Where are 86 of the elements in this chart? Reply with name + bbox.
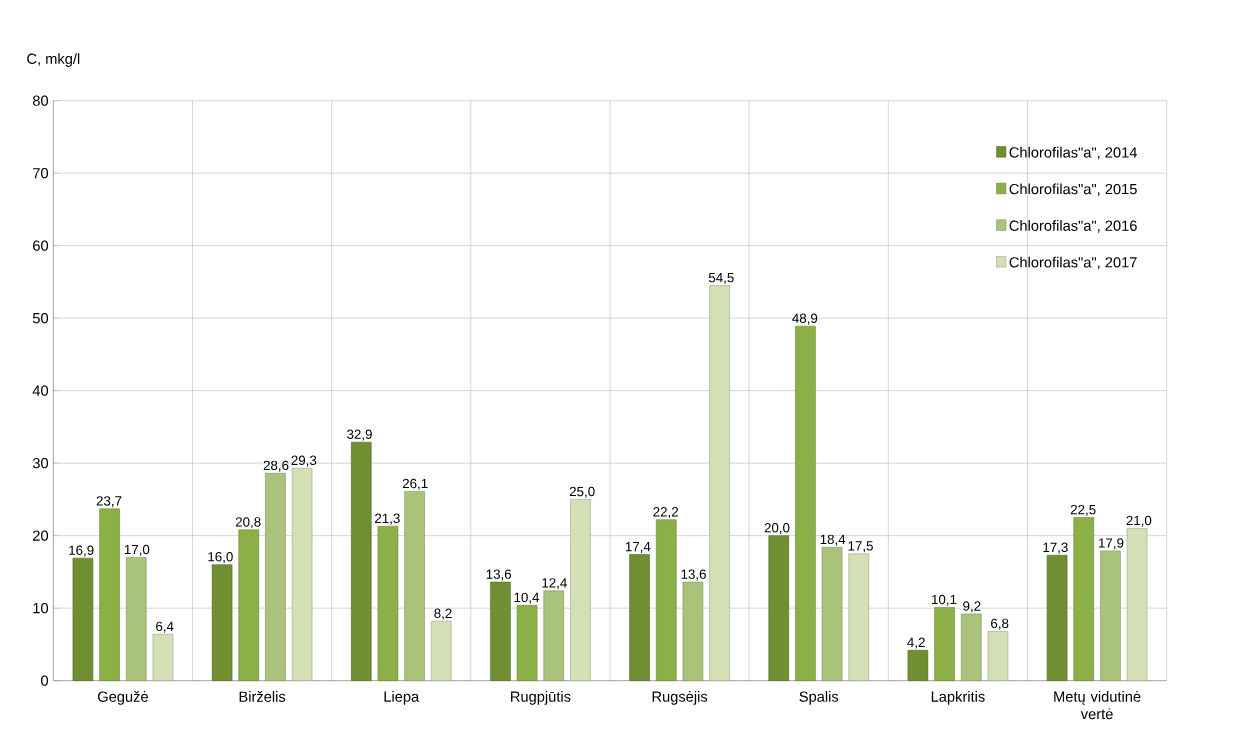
bar — [516, 604, 538, 681]
bar — [629, 554, 650, 681]
y-tick-label: 50 — [32, 312, 49, 324]
y-tick-label: 30 — [32, 457, 49, 469]
bar — [848, 553, 870, 681]
legend-label: Chlorofilas"a", 2016 — [1009, 220, 1137, 233]
data-label: 6,4 — [156, 621, 174, 633]
bar — [265, 473, 286, 681]
legend-label: Chlorofilas"a", 2014 — [1009, 146, 1137, 160]
data-label: 26,1 — [402, 478, 428, 490]
bar — [821, 546, 843, 681]
bar — [570, 499, 591, 681]
x-tick-label: Metų vidutinė vertė — [1054, 691, 1141, 720]
data-label: 18,4 — [820, 534, 846, 546]
x-tick-label: Birželis — [239, 691, 286, 702]
data-label: 17,3 — [1043, 542, 1068, 554]
bar — [125, 557, 147, 681]
y-axis-title: C, mkg/l — [27, 53, 80, 67]
bar — [1073, 517, 1095, 681]
data-label: 17,5 — [848, 541, 873, 553]
x-tick-label: Rugpjūtis — [511, 691, 571, 705]
data-label: 29,3 — [291, 455, 317, 467]
bar — [960, 613, 982, 681]
data-label: 12,4 — [542, 578, 567, 590]
x-tick-label: Spalis — [799, 691, 839, 705]
data-label: 17,9 — [1099, 538, 1124, 550]
y-tick-label: 80 — [32, 95, 49, 106]
bar — [152, 633, 174, 681]
data-label: 17,4 — [625, 542, 651, 553]
bar — [291, 467, 313, 681]
data-label: 21,0 — [1126, 515, 1152, 527]
bar — [99, 508, 120, 681]
data-label: 32,9 — [347, 429, 372, 441]
data-label: 10,1 — [932, 594, 957, 606]
data-label: 20,0 — [764, 523, 790, 535]
bar — [72, 557, 94, 681]
data-label: 16,0 — [208, 552, 233, 564]
bar — [987, 631, 1009, 681]
bar — [655, 519, 677, 681]
bar — [1046, 554, 1068, 681]
bar — [768, 535, 790, 681]
data-label: 25,0 — [569, 486, 595, 498]
bar — [709, 285, 730, 681]
y-tick-label: 40 — [32, 385, 49, 396]
data-label: 10,4 — [514, 592, 540, 604]
legend-label: Chlorofilas"a", 2017 — [1009, 256, 1137, 270]
x-tick-label: Gegužė — [97, 691, 148, 705]
data-label: 22,5 — [1070, 504, 1096, 516]
y-tick-label: 10 — [33, 602, 49, 614]
data-label: 17,0 — [124, 544, 150, 556]
legend-label: Chlorofilas"a", 2015 — [1009, 183, 1137, 196]
y-tick-label: 60 — [33, 240, 49, 251]
y-tick-label: 20 — [33, 530, 49, 541]
bar — [1126, 528, 1148, 681]
data-label: 4,2 — [907, 637, 925, 649]
bar — [934, 607, 955, 681]
data-label: 13,6 — [486, 569, 512, 581]
data-label: 13,6 — [681, 569, 706, 581]
x-tick-label: Liepa — [384, 691, 420, 705]
bar — [1100, 550, 1121, 681]
x-tick-label: Lapkritis — [931, 691, 985, 705]
data-label: 8,2 — [434, 608, 452, 620]
data-label: 21,3 — [375, 513, 400, 525]
data-label: 22,2 — [653, 507, 678, 519]
data-label: 48,9 — [792, 313, 818, 325]
bar — [543, 590, 565, 681]
data-label: 28,6 — [263, 460, 289, 472]
bar — [377, 525, 399, 681]
data-label: 20,8 — [235, 517, 261, 529]
bar — [490, 581, 511, 681]
data-label: 6,8 — [991, 618, 1009, 630]
bar — [795, 325, 816, 681]
bar — [238, 529, 260, 681]
bar — [211, 564, 233, 681]
y-tick-label: 70 — [33, 167, 49, 179]
data-label: 23,7 — [96, 496, 122, 508]
data-label: 54,5 — [708, 273, 734, 284]
bar — [430, 620, 452, 681]
x-tick-label: Rugsėjis — [652, 691, 708, 705]
y-tick-label: 0 — [41, 675, 49, 686]
bar — [682, 581, 704, 681]
bar — [404, 491, 425, 681]
data-label: 9,2 — [963, 601, 981, 613]
bar — [907, 649, 929, 681]
data-label: 16,9 — [69, 545, 94, 557]
bar — [350, 441, 372, 681]
